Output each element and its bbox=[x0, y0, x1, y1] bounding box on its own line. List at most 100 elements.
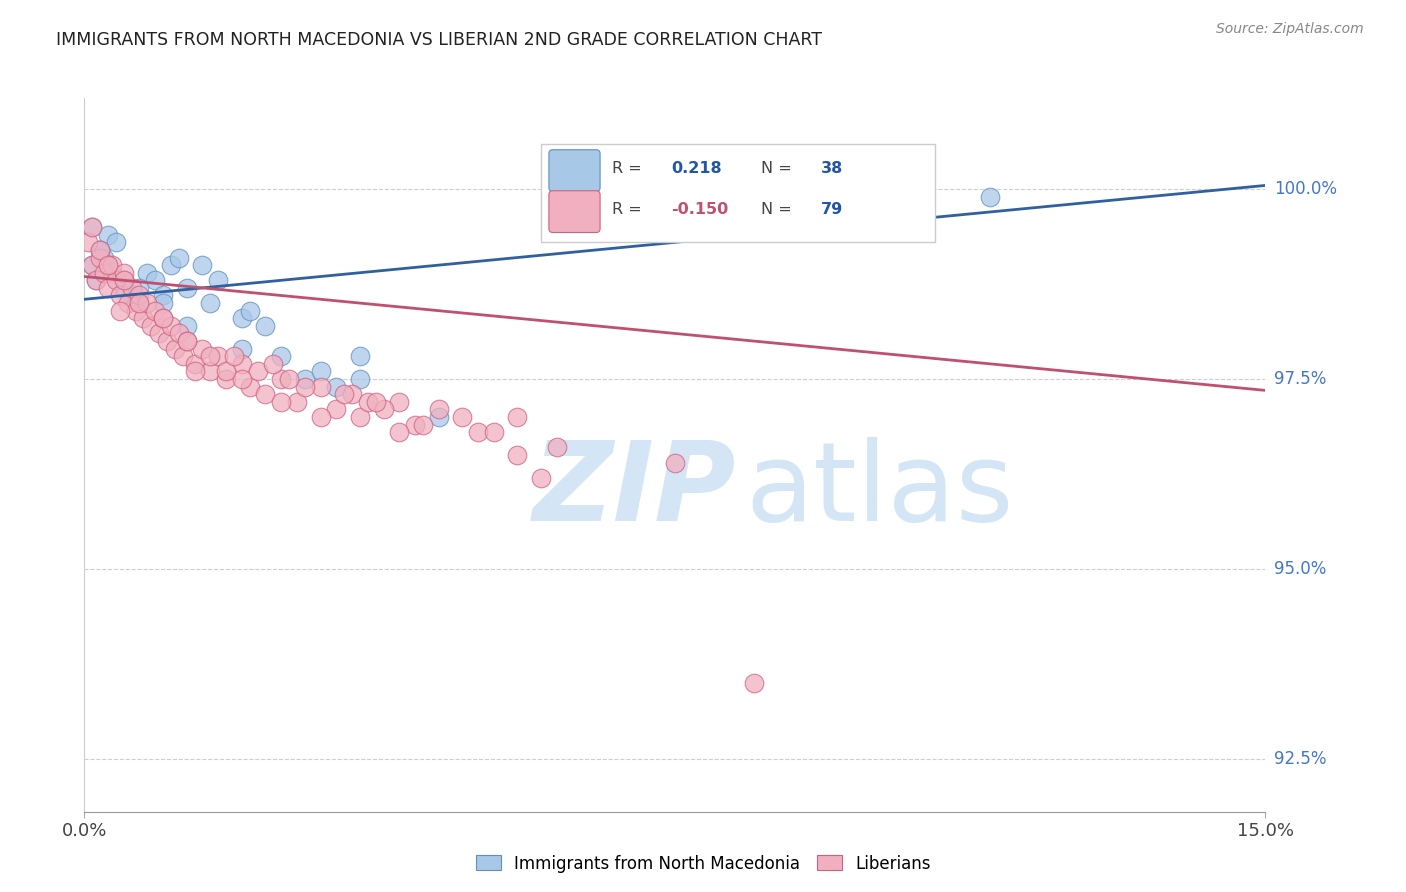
Text: IMMIGRANTS FROM NORTH MACEDONIA VS LIBERIAN 2ND GRADE CORRELATION CHART: IMMIGRANTS FROM NORTH MACEDONIA VS LIBER… bbox=[56, 31, 823, 49]
Text: 0.218: 0.218 bbox=[671, 161, 721, 177]
Point bbox=[93, 266, 115, 280]
Point bbox=[93, 251, 115, 265]
Point bbox=[112, 273, 135, 287]
Point bbox=[84, 273, 107, 287]
Point bbox=[506, 409, 529, 424]
Point bbox=[404, 417, 426, 432]
Point bbox=[412, 417, 434, 432]
Point bbox=[664, 456, 686, 470]
Point bbox=[294, 372, 316, 386]
Point bbox=[112, 273, 135, 287]
Point bbox=[152, 296, 174, 310]
Point bbox=[979, 190, 1001, 204]
Point bbox=[128, 281, 150, 295]
Point bbox=[89, 243, 111, 257]
Point bbox=[325, 379, 347, 393]
Point bbox=[340, 387, 363, 401]
Point bbox=[451, 409, 474, 424]
Point bbox=[207, 349, 229, 363]
Point bbox=[231, 311, 253, 326]
Point bbox=[128, 288, 150, 302]
Point bbox=[200, 364, 222, 378]
Point bbox=[104, 273, 127, 287]
Point bbox=[200, 349, 222, 363]
Point bbox=[136, 296, 159, 310]
Point bbox=[183, 364, 205, 378]
Point bbox=[156, 334, 179, 348]
Point bbox=[222, 349, 245, 363]
Point bbox=[132, 311, 155, 326]
Text: Source: ZipAtlas.com: Source: ZipAtlas.com bbox=[1216, 22, 1364, 37]
FancyBboxPatch shape bbox=[548, 191, 600, 233]
Point bbox=[172, 349, 194, 363]
Point bbox=[231, 372, 253, 386]
Point bbox=[152, 311, 174, 326]
Text: R =: R = bbox=[612, 202, 647, 218]
Point bbox=[97, 258, 120, 272]
Point bbox=[136, 266, 159, 280]
Point bbox=[427, 409, 450, 424]
Point bbox=[254, 318, 277, 333]
Text: 100.0%: 100.0% bbox=[1274, 180, 1337, 198]
Point bbox=[121, 281, 143, 295]
Point bbox=[108, 288, 131, 302]
Point bbox=[101, 266, 124, 280]
Point bbox=[82, 220, 104, 235]
Point bbox=[101, 258, 124, 272]
Point bbox=[349, 349, 371, 363]
Point bbox=[176, 318, 198, 333]
Point bbox=[231, 357, 253, 371]
Point bbox=[112, 281, 135, 295]
Text: 92.5%: 92.5% bbox=[1274, 749, 1326, 768]
Point bbox=[467, 425, 489, 439]
Point bbox=[546, 440, 568, 454]
Point bbox=[176, 281, 198, 295]
Point bbox=[349, 409, 371, 424]
Point bbox=[333, 387, 356, 401]
Text: R =: R = bbox=[612, 161, 647, 177]
Point bbox=[148, 326, 170, 341]
Text: 79: 79 bbox=[821, 202, 842, 218]
Point bbox=[82, 258, 104, 272]
Text: atlas: atlas bbox=[745, 437, 1014, 544]
Point bbox=[97, 258, 120, 272]
Point bbox=[89, 243, 111, 257]
Point bbox=[143, 273, 166, 287]
Point bbox=[117, 296, 139, 310]
Point bbox=[270, 372, 292, 386]
Point bbox=[112, 266, 135, 280]
Point bbox=[506, 448, 529, 462]
Point bbox=[176, 334, 198, 348]
Point bbox=[89, 251, 111, 265]
Point bbox=[141, 318, 163, 333]
Point bbox=[285, 394, 308, 409]
Point bbox=[207, 273, 229, 287]
Point bbox=[325, 402, 347, 417]
Point bbox=[152, 311, 174, 326]
Point bbox=[89, 243, 111, 257]
Point bbox=[349, 372, 371, 386]
Point bbox=[357, 394, 380, 409]
Point bbox=[388, 394, 411, 409]
Point bbox=[309, 379, 332, 393]
Point bbox=[124, 303, 146, 318]
Point bbox=[82, 258, 104, 272]
FancyBboxPatch shape bbox=[541, 144, 935, 243]
Point bbox=[143, 303, 166, 318]
Text: 97.5%: 97.5% bbox=[1274, 370, 1326, 388]
Point bbox=[183, 357, 205, 371]
Point bbox=[128, 296, 150, 310]
Point bbox=[163, 342, 186, 356]
Point bbox=[215, 372, 238, 386]
Point bbox=[152, 288, 174, 302]
Point bbox=[262, 357, 284, 371]
Point bbox=[108, 303, 131, 318]
Point bbox=[364, 394, 387, 409]
Point bbox=[160, 258, 183, 272]
Point bbox=[82, 220, 104, 235]
Point bbox=[215, 364, 238, 378]
Point bbox=[239, 379, 262, 393]
Point bbox=[482, 425, 505, 439]
Point bbox=[309, 364, 332, 378]
Point bbox=[77, 235, 100, 250]
